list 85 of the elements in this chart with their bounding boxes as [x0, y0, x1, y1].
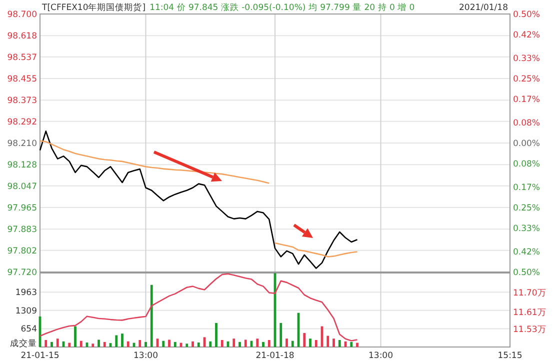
y-tick-label: 97.965 — [7, 204, 37, 214]
bar — [244, 340, 247, 347]
y2-tick-label: 11.53万 — [513, 325, 546, 336]
y2-tick-label: 0.33% — [513, 224, 540, 234]
y-tick-label: 98.210 — [7, 139, 37, 149]
bar — [121, 334, 124, 347]
y-tick-label: 1309 — [15, 306, 37, 316]
y2-tick-label: 11.61万 — [513, 308, 546, 318]
bar — [197, 342, 200, 347]
y2-tick-label: 0.17% — [513, 95, 540, 106]
line-series — [39, 140, 270, 184]
y-tick-label: 98.537 — [7, 52, 37, 63]
bar — [56, 338, 59, 347]
y-tick-label: 98.292 — [7, 117, 37, 128]
bar — [98, 340, 100, 347]
y-tick-label: 1963 — [15, 288, 37, 298]
chart-title: T[CFFEX10年期国债期货] — [41, 2, 146, 13]
bar — [220, 340, 224, 347]
bar — [256, 338, 259, 347]
y2-tick-label: 0.17% — [513, 182, 540, 193]
bar — [314, 340, 318, 347]
y-tick-label: 654 — [20, 324, 37, 335]
y-tick-label: 97.720 — [7, 268, 37, 278]
y-tick-label: 98.047 — [7, 182, 37, 192]
bar — [286, 338, 288, 347]
bar — [268, 340, 270, 347]
bar — [50, 342, 53, 347]
bar — [215, 322, 218, 347]
y-tick-label: 97.802 — [7, 246, 37, 256]
bar — [291, 340, 294, 347]
bar — [115, 335, 118, 347]
bar — [338, 340, 341, 347]
bar — [92, 344, 94, 347]
bar — [356, 342, 358, 347]
bar — [332, 338, 335, 347]
y-tick-label: 98.618 — [7, 32, 37, 42]
bar — [186, 344, 188, 347]
y2-tick-label: 0.25% — [513, 204, 540, 214]
bar — [174, 342, 176, 347]
bar — [326, 336, 330, 347]
bar — [309, 338, 312, 347]
y2-tick-label: 0.08% — [513, 160, 540, 170]
bar — [192, 341, 194, 347]
bar — [138, 340, 142, 347]
line-series — [39, 130, 358, 269]
bar — [144, 342, 147, 347]
y-tick-label: 98.700 — [7, 10, 37, 20]
y2-tick-label: 0.42% — [513, 247, 540, 258]
y-tick-label: 97.883 — [7, 225, 37, 236]
bar — [209, 341, 212, 347]
y2-tick-label: 0.42% — [513, 30, 540, 41]
y2-tick-label: 0.08% — [513, 118, 540, 128]
bar — [126, 341, 130, 347]
bar — [280, 322, 282, 347]
bar — [303, 333, 306, 347]
y2-tick-label: 0.00% — [513, 139, 540, 149]
bar — [44, 340, 48, 347]
y-tick-label: 98.373 — [7, 96, 37, 106]
y2-tick-label: 0.25% — [513, 74, 540, 84]
bar — [103, 342, 106, 347]
x-tick-label: 13:00 — [134, 351, 158, 361]
bar — [80, 340, 82, 347]
bar — [350, 342, 353, 347]
y-tick-label: 98.128 — [7, 160, 37, 171]
y-tick-label: 98.455 — [7, 74, 37, 84]
x-tick-label: 13:00 — [368, 351, 393, 361]
x-tick-label: 15:15 — [498, 351, 522, 361]
bar — [168, 340, 170, 347]
bar — [150, 284, 153, 347]
y2-tick-label: 0.50% — [513, 268, 540, 278]
bar — [68, 342, 71, 347]
bar — [74, 326, 76, 347]
y2-tick-label: 0.50% — [513, 10, 540, 20]
bar — [162, 340, 165, 347]
y2-tick-label: 11.70万 — [513, 288, 546, 299]
chart-subtitle: 11:04 价 97.845 涨跌 -0.095(-0.10%) 均 97.799 量 20 持 0 增 0 — [150, 2, 415, 13]
text: 2021/01/18 — [459, 3, 508, 13]
x-tick-label: 21-01-15 — [20, 351, 60, 361]
x-tick-label: 21-01-18 — [256, 351, 294, 361]
bar — [238, 342, 241, 347]
bar — [232, 338, 236, 347]
bar — [262, 342, 264, 347]
y-axis-title: 成交量 — [10, 338, 37, 349]
line-series — [274, 242, 358, 258]
y2-tick-label: 0.33% — [513, 54, 540, 64]
